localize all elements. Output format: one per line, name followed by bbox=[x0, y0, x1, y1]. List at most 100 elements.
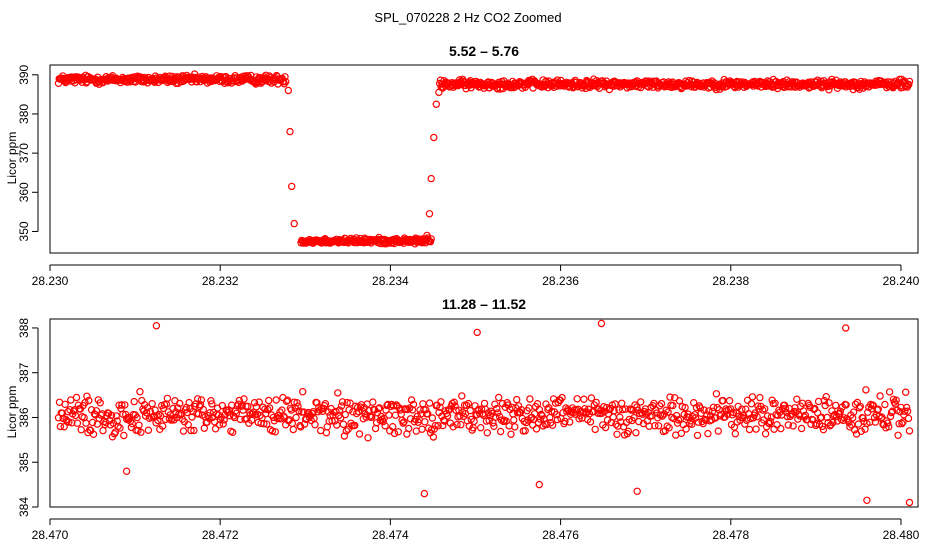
data-point bbox=[339, 420, 348, 428]
data-point bbox=[179, 427, 188, 435]
data-point bbox=[74, 401, 83, 409]
data-point bbox=[341, 410, 349, 419]
data-point bbox=[743, 416, 751, 424]
panel-top-x-tick-label: 28.238 bbox=[712, 274, 749, 288]
data-point bbox=[819, 425, 828, 434]
data-point bbox=[725, 397, 734, 405]
data-point bbox=[597, 319, 606, 328]
data-point bbox=[449, 423, 457, 431]
data-point bbox=[507, 430, 515, 438]
data-point bbox=[111, 428, 120, 436]
data-point bbox=[903, 403, 911, 412]
panel-bottom-y-tick-label: 386 bbox=[17, 407, 31, 427]
data-point bbox=[905, 498, 914, 507]
data-point bbox=[859, 414, 867, 422]
data-point bbox=[354, 407, 363, 416]
data-point bbox=[385, 411, 393, 419]
data-point bbox=[874, 405, 883, 413]
data-point bbox=[83, 392, 91, 400]
data-point bbox=[895, 420, 903, 428]
data-point bbox=[682, 425, 690, 433]
data-point bbox=[601, 423, 610, 432]
data-point bbox=[453, 420, 461, 429]
data-point bbox=[504, 401, 512, 409]
data-point bbox=[662, 406, 670, 414]
data-point bbox=[712, 390, 721, 398]
chart-panel-top: 5.52 – 5.76 Licor ppm 28.230 28.232 28.234… bbox=[5, 43, 920, 288]
data-point bbox=[856, 402, 865, 411]
data-point bbox=[215, 421, 224, 429]
data-point bbox=[331, 417, 339, 425]
data-point bbox=[114, 422, 122, 431]
data-point bbox=[268, 427, 277, 435]
panel-top-x-tick-label: 28.232 bbox=[202, 274, 239, 288]
data-point bbox=[400, 418, 408, 426]
panel-bottom-x-tick-label: 28.480 bbox=[883, 528, 920, 540]
data-point bbox=[718, 83, 726, 91]
data-point bbox=[878, 413, 886, 421]
data-point bbox=[289, 425, 297, 434]
data-point bbox=[389, 423, 397, 431]
panel-top-x-tick-label: 28.234 bbox=[372, 274, 409, 288]
data-point bbox=[696, 404, 705, 412]
data-point bbox=[374, 405, 383, 413]
data-point bbox=[658, 412, 667, 420]
data-point bbox=[120, 431, 128, 440]
data-point bbox=[121, 401, 129, 409]
data-point bbox=[394, 428, 402, 436]
data-point bbox=[681, 403, 689, 412]
data-point bbox=[513, 395, 521, 404]
data-point bbox=[163, 394, 172, 403]
data-point bbox=[651, 422, 659, 430]
data-point bbox=[499, 417, 508, 426]
data-point bbox=[494, 409, 502, 417]
data-point bbox=[346, 399, 354, 407]
data-point bbox=[99, 426, 107, 435]
data-point bbox=[664, 408, 672, 416]
data-point bbox=[85, 396, 93, 405]
data-point bbox=[381, 422, 389, 430]
data-point bbox=[548, 421, 557, 429]
data-point bbox=[88, 418, 97, 427]
data-point bbox=[476, 409, 484, 418]
data-point bbox=[404, 405, 412, 414]
panel-bottom-x-tick-label: 28.474 bbox=[372, 528, 409, 540]
data-point bbox=[770, 425, 778, 433]
data-point bbox=[738, 405, 746, 413]
data-point bbox=[892, 396, 900, 404]
panel-bottom-plot-frame bbox=[49, 318, 919, 508]
panel-top-plot-frame bbox=[49, 64, 919, 254]
data-point bbox=[244, 402, 252, 410]
data-point bbox=[422, 406, 430, 414]
data-point bbox=[566, 418, 574, 426]
panel-bottom-series bbox=[54, 319, 914, 507]
data-point bbox=[300, 420, 309, 428]
data-point bbox=[793, 395, 801, 403]
data-point bbox=[283, 396, 292, 404]
data-point bbox=[423, 231, 431, 240]
data-point bbox=[630, 414, 638, 422]
panel-bottom-x-tick-label: 28.470 bbox=[32, 528, 69, 540]
data-point bbox=[818, 422, 827, 431]
panel-top-y-tick-label: 350 bbox=[17, 221, 31, 241]
data-point bbox=[198, 72, 207, 81]
data-point bbox=[429, 433, 438, 441]
data-point bbox=[473, 328, 481, 337]
data-point bbox=[862, 386, 870, 394]
data-point bbox=[431, 421, 439, 430]
data-point bbox=[188, 413, 196, 421]
data-point bbox=[437, 398, 445, 406]
data-point bbox=[784, 421, 793, 429]
data-point bbox=[293, 399, 301, 407]
data-point bbox=[829, 418, 837, 427]
data-point bbox=[368, 413, 376, 421]
data-point bbox=[153, 412, 161, 420]
data-point bbox=[777, 424, 785, 433]
data-point bbox=[766, 417, 775, 426]
data-point bbox=[573, 395, 581, 403]
data-point bbox=[338, 398, 347, 406]
data-point bbox=[809, 416, 817, 424]
panel-bottom-y-tick-label: 384 bbox=[17, 497, 31, 517]
panel-bottom-y-tick-label: 385 bbox=[17, 452, 31, 472]
data-point bbox=[208, 400, 216, 408]
